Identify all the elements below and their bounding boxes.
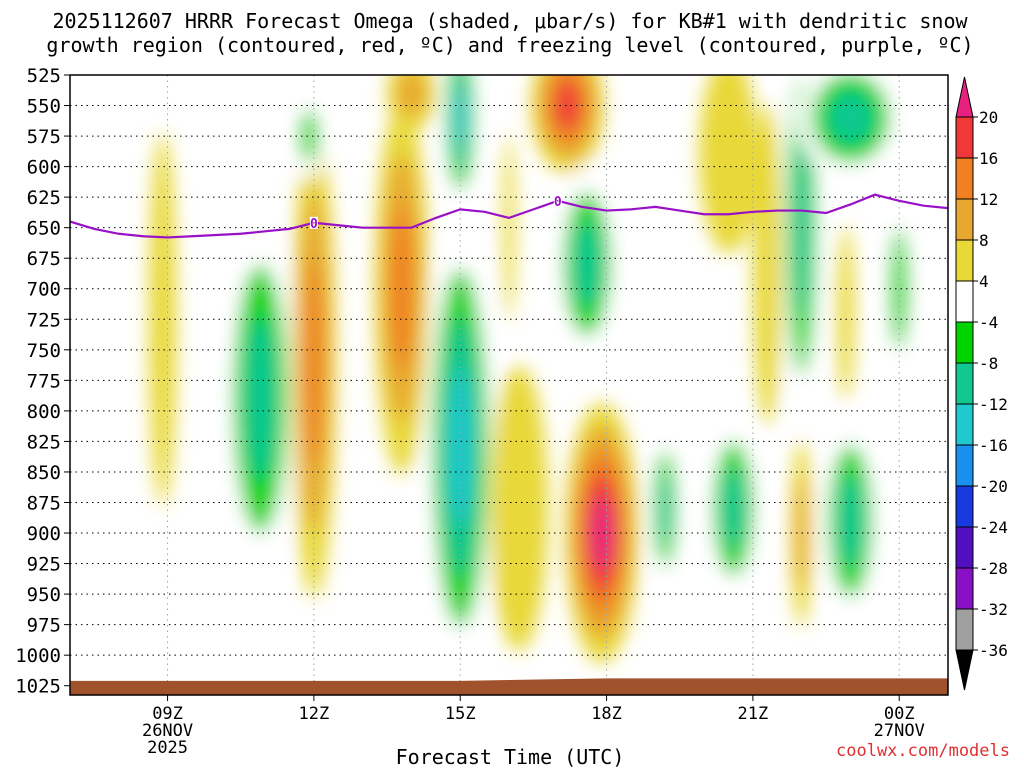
omega-blob-9-ring-0 [489, 365, 549, 652]
y-tick-label-925: 925 [27, 554, 61, 576]
y-tick-label-600: 600 [27, 157, 61, 179]
x-tick-label-12-0: 12Z [299, 704, 330, 724]
colorbar-label-6: -12 [979, 395, 1008, 414]
freezing-level-label-bg [309, 216, 318, 229]
y-tick-label-625: 625 [27, 187, 61, 209]
colorbar-swatch-11 [955, 157, 974, 200]
colorbar-arrow-high [955, 76, 974, 118]
y-axis: 525 550 575 600 625 650 675 700 725 750 775 800 825 8… [15, 65, 70, 698]
x-tick-label-9-1: 26NOV [142, 721, 193, 741]
omega-blob-7-ring-3 [448, 367, 473, 528]
colorbar-label-13: 20 [979, 108, 998, 127]
y-tick-label-1025: 1025 [15, 676, 61, 698]
x-axis-label: Forecast Time (UTC) [396, 745, 625, 768]
y-tick-label-900: 900 [27, 523, 61, 545]
colorbar-label-8: -4 [979, 313, 998, 332]
omega-blob-15-ring-2 [721, 467, 746, 550]
y-tick-label-775: 775 [27, 370, 61, 392]
colorbar-label-0: -36 [979, 641, 1008, 660]
y-tick-label-550: 550 [27, 96, 61, 118]
y-tick-label-825: 825 [27, 431, 61, 453]
omega-blob-12-ring-4 [591, 495, 613, 571]
omega-blob-3-ring-1 [300, 109, 319, 163]
omega-blob-14-ring-0 [699, 75, 758, 254]
y-tick-label-875: 875 [27, 492, 61, 514]
colorbar-swatch-2 [955, 526, 974, 569]
omega-blob-13-ring-2 [658, 472, 672, 545]
colorbar-label-3: -24 [979, 518, 1008, 537]
omega-blob-19-ring-2 [826, 90, 875, 146]
y-tick-label-525: 525 [27, 65, 61, 87]
y-tick-label-650: 650 [27, 218, 61, 240]
colorbar-swatch-1 [955, 567, 974, 610]
omega-blob-5-ring-1 [396, 75, 427, 117]
y-tick-label-950: 950 [27, 584, 61, 606]
y-tick-label-850: 850 [27, 462, 61, 484]
colorbar-label-11: 12 [979, 190, 998, 209]
omega-blob-20-ring-0 [836, 226, 855, 400]
omega-blob-16-ring-0 [752, 103, 783, 426]
freezing-level-label: 0 [554, 195, 562, 210]
omega-blob-11-ring-2 [572, 220, 602, 309]
freezing-level-label-bg [553, 194, 562, 207]
y-tick-label-800: 800 [27, 401, 61, 423]
freezing-level-line [70, 193, 948, 239]
colorbar-swatch-5 [955, 403, 974, 446]
x-tick-label-18-0: 18Z [591, 704, 622, 724]
colorbar-swatch-0 [955, 608, 974, 651]
x-tick-label-9-2: 2025 [147, 738, 188, 758]
omega-blob-0-ring-0 [149, 133, 177, 506]
credit-label: coolwx.com/models [836, 741, 1010, 761]
omega-blob-22-ring-1 [890, 227, 909, 350]
x-tick-label-24-0: 00Z [884, 704, 915, 724]
freezing-level-layer: 00 [70, 193, 948, 239]
colorbar-arrow-low [955, 649, 974, 691]
omega-blob-6-ring-3 [454, 85, 467, 151]
colorbar-swatch-3 [955, 485, 974, 528]
colorbar-label-5: -16 [979, 436, 1008, 455]
omega-blob-1-ring-2 [243, 316, 277, 482]
freezing-level-label: 0 [310, 217, 318, 232]
omega-shading [149, 75, 914, 677]
colorbar-swatch-9 [955, 239, 974, 282]
y-tick-label-975: 975 [27, 615, 61, 637]
colorbar-label-4: -20 [979, 477, 1008, 496]
colorbar-label-7: -8 [979, 354, 998, 373]
colorbar-label-9: 4 [979, 272, 989, 291]
y-tick-label-1000: 1000 [15, 645, 61, 667]
omega-blob-21-ring-2 [837, 473, 864, 568]
colorbar-swatch-4 [955, 444, 974, 487]
y-tick-label-725: 725 [27, 309, 61, 331]
colorbar-label-10: 8 [979, 231, 989, 250]
colorbar-swatch-10 [955, 198, 974, 241]
colorbar-swatch-6 [955, 362, 974, 405]
colorbar-label-1: -32 [979, 600, 1008, 619]
x-tick-label-15-0: 15Z [445, 704, 476, 724]
colorbar-swatch-8 [955, 280, 974, 323]
colorbar-swatch-12 [955, 116, 974, 159]
y-tick-label-575: 575 [27, 126, 61, 148]
title-line-2: growth region (contoured, red, ºC) and f… [46, 33, 973, 57]
omega-blob-8-ring-0 [503, 134, 515, 321]
colorbar-label-12: 16 [979, 149, 998, 168]
plot-frame [69, 74, 949, 696]
x-tick-label-24-1: 27NOV [874, 721, 925, 741]
colorbar: -36 -32 -28 -24 -20 -16 -12 -8 -4 4 8 12 16 20 [955, 76, 1008, 691]
colorbar-label-2: -28 [979, 559, 1008, 578]
omega-blob-4-ring-2 [389, 206, 414, 372]
y-tick-label-700: 700 [27, 279, 61, 301]
ground-terrain [70, 678, 948, 695]
y-tick-label-750: 750 [27, 340, 61, 362]
x-tick-label-21-0: 21Z [738, 704, 769, 724]
colorbar-swatch-7 [955, 321, 974, 364]
x-tick-label-9-0: 09Z [152, 704, 183, 724]
y-tick-label-675: 675 [27, 248, 61, 270]
title-line-1: 2025112607 HRRR Forecast Omega (shaded, … [52, 9, 968, 33]
omega-blob-10-ring-3 [554, 81, 581, 130]
